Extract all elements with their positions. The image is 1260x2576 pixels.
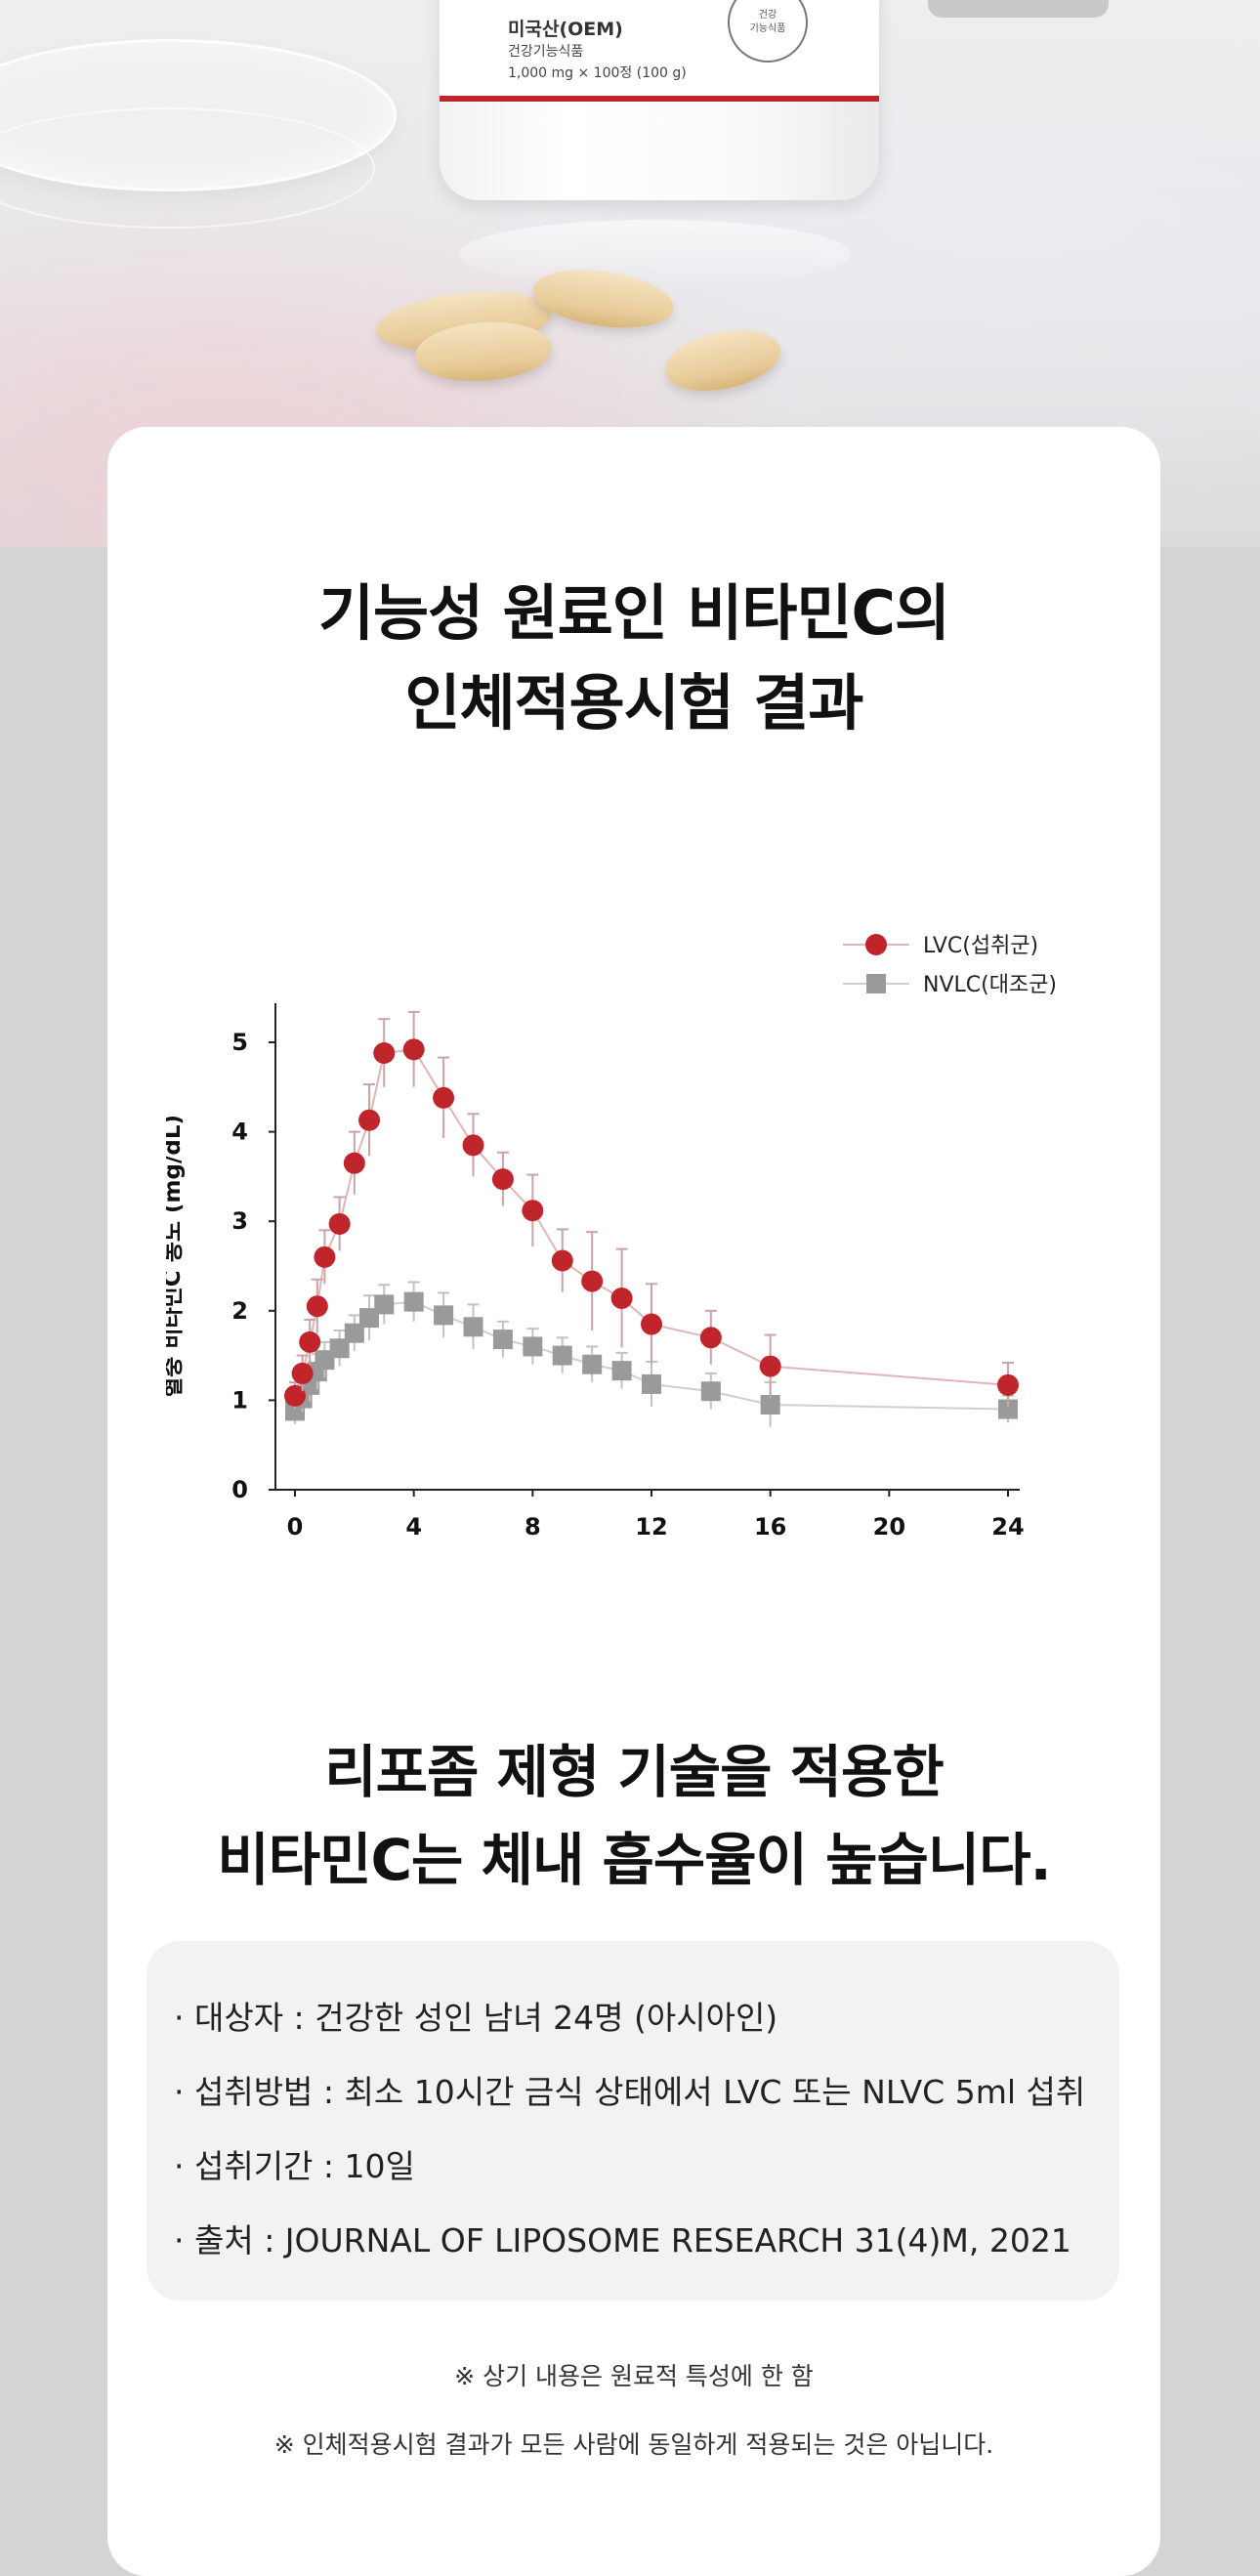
data-point-lvc [581, 1270, 604, 1292]
study-info-box: · 대상자 : 건강한 성인 남녀 24명 (아시아인) · 섭취방법 : 최소… [147, 1941, 1119, 2301]
y-tick-label: 4 [231, 1119, 248, 1146]
data-point-lvc [699, 1327, 722, 1349]
bottle-reflection [459, 220, 850, 288]
data-point-nvlc [344, 1323, 364, 1343]
y-tick-label: 5 [231, 1029, 248, 1056]
y-tick-label: 3 [231, 1207, 248, 1235]
x-tick-label: 8 [525, 1513, 541, 1541]
data-point-nvlc [463, 1317, 483, 1337]
info-method: · 섭취방법 : 최소 10시간 금식 상태에서 LVC 또는 NLVC 5ml… [174, 2073, 1086, 2111]
legend-marker-nvlc [866, 974, 886, 993]
data-point-lvc [358, 1109, 381, 1131]
info-card: 기능성 원료인 비타민C의 인체적용시험 결과 0 1 2 3 4 5 0 4 8 12 16 20 2… [107, 427, 1160, 2576]
data-point-lvc [343, 1152, 365, 1174]
x-tick-label: 0 [287, 1513, 304, 1541]
data-point-lvc [491, 1168, 514, 1191]
data-point-nvlc [403, 1291, 424, 1312]
data-point-nvlc [329, 1338, 350, 1359]
y-tick-label: 0 [231, 1476, 248, 1503]
info-subjects: · 대상자 : 건강한 성인 남녀 24명 (아시아인) [174, 1999, 778, 2037]
legend-label-lvc: LVC(섭취군) [923, 934, 1038, 958]
x-tick-label: 20 [873, 1513, 905, 1541]
note-raw-material: ※ 상기 내용은 원료적 특성에 한 함 [454, 2362, 814, 2390]
tablet-4 [659, 320, 786, 401]
data-point-lvc [328, 1212, 351, 1235]
data-point-lvc [433, 1086, 455, 1109]
data-point-nvlc [582, 1354, 603, 1374]
chart: 0 1 2 3 4 5 0 4 8 12 16 20 24 혈중 비타민C 농도 (mg/dL) LVC(… [160, 866, 1143, 1560]
bottle-label: 미국산(OEM) 건강기능식품 1,000 mg × 100정 (100 g) … [440, 0, 879, 102]
x-tick-label: 12 [635, 1513, 667, 1541]
info-period: · 섭취기간 : 10일 [174, 2147, 415, 2185]
data-point-lvc [610, 1287, 633, 1309]
data-point-lvc [314, 1246, 336, 1268]
y-tick-label: 1 [231, 1386, 248, 1414]
data-point-lvc [291, 1362, 314, 1384]
data-point-lvc [522, 1200, 544, 1222]
supplement-bottle: 미국산(OEM) 건강기능식품 1,000 mg × 100정 (100 g) … [440, 0, 879, 200]
data-point-lvc [373, 1041, 396, 1064]
data-point-nvlc [492, 1330, 513, 1350]
data-point-lvc [284, 1384, 306, 1407]
data-point-nvlc [434, 1305, 454, 1326]
hero-product-photo: 미국산(OEM) 건강기능식품 1,000 mg × 100정 (100 g) … [0, 0, 1260, 547]
data-point-nvlc [611, 1361, 632, 1381]
y-axis-label: 혈중 비타민C 농도 (mg/dL) [166, 1115, 186, 1398]
data-point-nvlc [315, 1350, 335, 1371]
x-tick-label: 4 [405, 1513, 422, 1541]
x-tick-label: 16 [754, 1513, 786, 1541]
series-lvc [284, 1010, 1019, 1410]
data-point-nvlc [374, 1294, 395, 1315]
info-source: · 출처 : JOURNAL OF LIPOSOME RESEARCH 31(4… [174, 2221, 1071, 2259]
legend-marker-lvc [865, 934, 887, 955]
data-point-nvlc [998, 1399, 1018, 1419]
bottle-spec: 1,000 mg × 100정 (100 g) [508, 65, 687, 81]
seal-line1: 건강 [758, 10, 777, 21]
data-point-lvc [641, 1313, 662, 1335]
data-point-lvc [299, 1330, 321, 1353]
headline-line1: 기능성 원료인 비타민C의 [317, 577, 950, 649]
data-point-nvlc [359, 1308, 380, 1329]
seal-line2: 기능식품 [749, 23, 786, 34]
data-point-nvlc [523, 1336, 543, 1357]
bottle-origin: 미국산(OEM) [508, 19, 623, 40]
subheadline-line2: 비타민C는 체내 흡수율이 높습니다. [217, 1827, 1051, 1893]
data-point-nvlc [552, 1345, 572, 1366]
x-tick-label: 24 [991, 1513, 1024, 1541]
data-point-lvc [759, 1355, 781, 1377]
bottle-category: 건강기능식품 [508, 44, 584, 60]
data-point-nvlc [700, 1381, 721, 1402]
y-tick-label: 2 [231, 1297, 248, 1325]
headline-line2: 인체적용시험 결과 [404, 667, 864, 739]
legend-label-nvlc: NVLC(대조군) [923, 973, 1057, 997]
data-point-lvc [462, 1134, 484, 1157]
glass-dish-rim [0, 107, 375, 229]
subheadline-line1: 리포좀 제형 기술을 적용한 [324, 1739, 945, 1805]
note-disclaimer: ※ 인체적용시험 결과가 모든 사람에 동일하게 적용되는 것은 아닙니다. [273, 2430, 994, 2459]
health-food-seal: 건강 기능식품 [728, 0, 808, 63]
data-point-nvlc [642, 1373, 661, 1394]
data-point-lvc [402, 1038, 425, 1061]
data-point-lvc [306, 1295, 328, 1318]
data-point-nvlc [760, 1394, 780, 1415]
data-point-lvc [551, 1249, 573, 1272]
top-tab-shape [928, 0, 1109, 18]
data-point-lvc [997, 1373, 1019, 1396]
